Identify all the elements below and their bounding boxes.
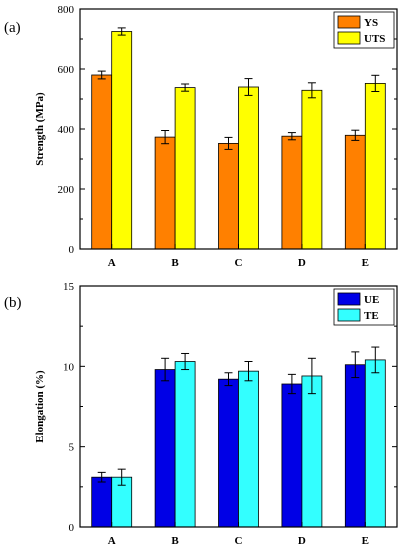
bar-uts-a xyxy=(111,31,133,250)
bar-ue-a xyxy=(91,476,113,528)
bar-ys-c xyxy=(218,142,239,250)
y-tick-label: 400 xyxy=(58,124,75,136)
bar-ys-e xyxy=(344,134,366,250)
bar-ue-b xyxy=(154,369,176,528)
legend-swatch-uts xyxy=(337,31,361,45)
bar-ys-b xyxy=(154,136,176,250)
bar-te-c xyxy=(238,370,259,528)
legend-label-uts: UTS xyxy=(364,33,385,45)
x-tick-label: D xyxy=(298,535,306,547)
y-tick-label: 600 xyxy=(58,64,75,76)
y-tick-label: 200 xyxy=(58,184,75,196)
legend-label-ys: YS xyxy=(364,17,378,29)
y-tick-label: 5 xyxy=(69,442,75,454)
chart-panel-a: (a) Strength (MPa) 0 200 400 600 800 A B C D E YS UTS xyxy=(4,4,398,269)
plot-frame xyxy=(79,285,398,528)
x-tick-label: E xyxy=(362,535,369,547)
legend-swatch-te xyxy=(337,308,361,322)
x-tick-label: A xyxy=(108,257,116,269)
x-tick-label: C xyxy=(235,535,243,547)
y-tick-label: 0 xyxy=(69,244,75,256)
y-tick-label: 0 xyxy=(69,522,75,534)
x-tick-label: B xyxy=(171,257,179,269)
bar-uts-b xyxy=(174,87,196,250)
x-tick-label: D xyxy=(298,257,306,269)
bar-uts-d xyxy=(301,89,323,250)
legend-label-te: TE xyxy=(364,310,379,322)
legend-label-ue: UE xyxy=(364,294,379,306)
y-tick-label: 800 xyxy=(58,4,75,16)
bar-uts-c xyxy=(238,86,259,250)
panel-label: (a) xyxy=(4,20,21,36)
bar-ys-a xyxy=(91,74,113,250)
bar-ys-d xyxy=(281,135,303,250)
plot-frame xyxy=(79,8,398,250)
y-tick-label: 15 xyxy=(63,281,75,293)
bar-uts-e xyxy=(364,83,386,250)
legend-swatch-ue xyxy=(337,292,361,306)
bar-te-b xyxy=(174,361,196,528)
bar-ue-c xyxy=(218,378,239,528)
x-tick-label: B xyxy=(171,535,179,547)
bar-te-d xyxy=(301,375,323,528)
y-axis-title: Strength (MPa) xyxy=(34,92,46,166)
x-tick-label: C xyxy=(235,257,243,269)
chart-panel-b: (b) Elongation (%) 0 5 10 15 A B C D E UE TE xyxy=(4,281,398,547)
y-axis-title: Elongation (%) xyxy=(34,370,46,443)
panel-label: (b) xyxy=(4,295,22,311)
x-tick-label: E xyxy=(362,257,369,269)
y-tick-label: 10 xyxy=(63,361,75,373)
bar-te-e xyxy=(364,359,386,528)
legend-swatch-ys xyxy=(337,15,361,29)
bar-ue-d xyxy=(281,383,303,528)
bar-ue-e xyxy=(344,364,366,528)
x-tick-label: A xyxy=(108,535,116,547)
